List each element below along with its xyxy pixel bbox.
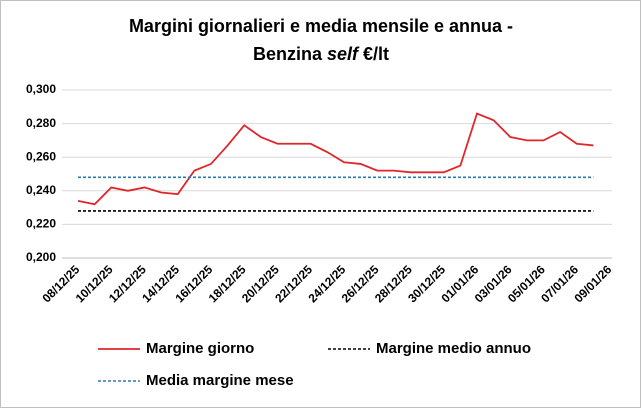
series-line (77, 112, 594, 206)
y-tick-label: 0,260 (26, 149, 56, 163)
y-tick-label: 0,220 (26, 217, 56, 231)
y-tick-label: 0,240 (26, 183, 56, 197)
legend-label: Media margine mese (146, 372, 294, 389)
chart-title: Margini giornalieri e media mensile e an… (129, 16, 513, 36)
title-part: €/lt (363, 44, 389, 64)
y-tick-label: 0,200 (26, 250, 56, 264)
y-tick-label: 0,300 (26, 82, 56, 96)
y-tick-label: 0,280 (26, 116, 56, 130)
title-part: self (327, 44, 360, 64)
legend-label: Margine giorno (146, 340, 254, 357)
legend-label: Margine medio annuo (376, 340, 531, 357)
title-part: Benzina (253, 44, 323, 64)
chart-title: Benzina self €/lt (253, 44, 389, 64)
